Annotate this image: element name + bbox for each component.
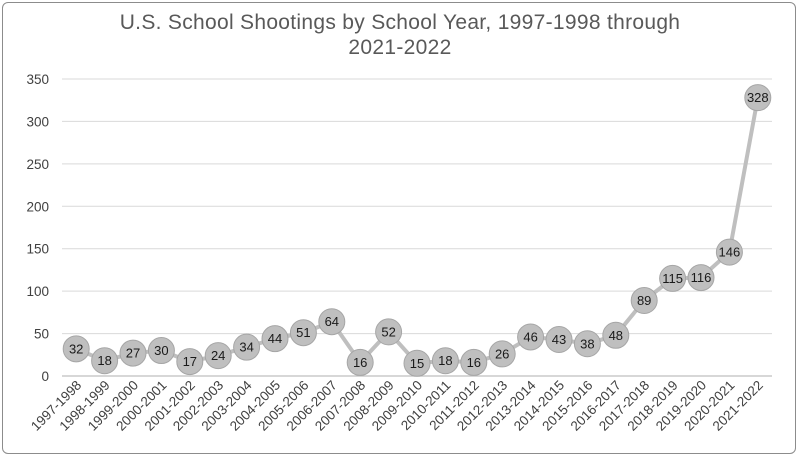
data-label: 146 bbox=[719, 245, 741, 260]
chart-frame bbox=[2, 2, 796, 454]
data-label: 46 bbox=[523, 329, 537, 344]
data-point-marker bbox=[659, 264, 687, 292]
data-point-marker bbox=[119, 339, 147, 367]
data-point-marker bbox=[147, 337, 175, 365]
data-label: 17 bbox=[183, 354, 197, 369]
y-tick-label: 100 bbox=[26, 284, 49, 299]
data-point-marker bbox=[375, 318, 403, 346]
data-point-marker bbox=[573, 330, 601, 358]
data-point-marker bbox=[715, 238, 743, 266]
data-label: 116 bbox=[691, 270, 712, 285]
data-point-marker bbox=[261, 325, 289, 353]
y-tick-label: 350 bbox=[26, 72, 49, 87]
data-label: 89 bbox=[637, 293, 651, 308]
chart-title-line-1: U.S. School Shootings by School Year, 19… bbox=[119, 11, 681, 34]
data-point-marker bbox=[744, 84, 772, 112]
chart-title-line-2: 2021-2022 bbox=[348, 36, 452, 59]
data-point-marker bbox=[630, 286, 658, 314]
data-label: 26 bbox=[495, 346, 509, 361]
data-point-marker bbox=[91, 347, 119, 375]
data-label: 43 bbox=[552, 332, 566, 347]
data-label: 38 bbox=[580, 336, 594, 351]
data-point-marker bbox=[545, 326, 573, 354]
data-label: 52 bbox=[381, 324, 395, 339]
data-label: 48 bbox=[609, 328, 623, 343]
data-point-marker bbox=[517, 323, 545, 351]
data-label: 18 bbox=[438, 353, 452, 368]
data-point-marker bbox=[62, 335, 90, 363]
data-label: 115 bbox=[662, 271, 683, 286]
data-label: 24 bbox=[211, 348, 225, 363]
data-label: 44 bbox=[268, 331, 282, 346]
data-label: 30 bbox=[154, 343, 168, 358]
gridlines bbox=[62, 78, 772, 377]
data-point-marker bbox=[602, 321, 630, 349]
data-point-marker bbox=[460, 348, 488, 376]
data-point-marker bbox=[346, 348, 374, 376]
y-tick-label: 200 bbox=[26, 199, 49, 214]
data-label: 27 bbox=[126, 346, 140, 361]
data-label: 18 bbox=[97, 353, 111, 368]
data-points: 32 18 27 30 17 24 34 44 51 64 16 52 15 18 16 26 46 43 38 48… bbox=[62, 84, 772, 377]
data-point-marker bbox=[204, 342, 232, 370]
data-point-marker bbox=[233, 333, 261, 361]
data-point-marker bbox=[403, 349, 431, 377]
data-point-marker bbox=[488, 340, 516, 368]
data-label: 51 bbox=[296, 325, 310, 340]
x-axis-ticks: 1997-19981998-19991999-20002000-20012001… bbox=[28, 377, 766, 434]
y-tick-label: 50 bbox=[34, 327, 49, 342]
data-point-marker bbox=[318, 308, 346, 336]
data-label: 64 bbox=[325, 314, 339, 329]
data-point-marker bbox=[289, 319, 317, 347]
y-tick-label: 300 bbox=[26, 114, 49, 129]
data-label: 15 bbox=[410, 356, 424, 371]
y-tick-label: 150 bbox=[26, 242, 49, 257]
y-axis-ticks: 0 50 100 150 200 250 300 350 bbox=[26, 72, 49, 384]
data-label: 16 bbox=[353, 355, 367, 370]
y-tick-label: 0 bbox=[41, 369, 49, 384]
data-point-marker bbox=[431, 347, 459, 375]
y-tick-label: 250 bbox=[26, 157, 49, 172]
chart-title: U.S. School Shootings by School Year, 19… bbox=[0, 10, 800, 60]
data-point-marker bbox=[176, 348, 204, 376]
data-label: 34 bbox=[239, 340, 253, 355]
data-point-marker bbox=[687, 264, 715, 292]
data-label: 16 bbox=[467, 355, 481, 370]
series-line-path bbox=[75, 97, 760, 366]
data-label: 328 bbox=[747, 90, 769, 105]
data-label: 32 bbox=[69, 341, 83, 356]
series-line bbox=[75, 97, 760, 366]
